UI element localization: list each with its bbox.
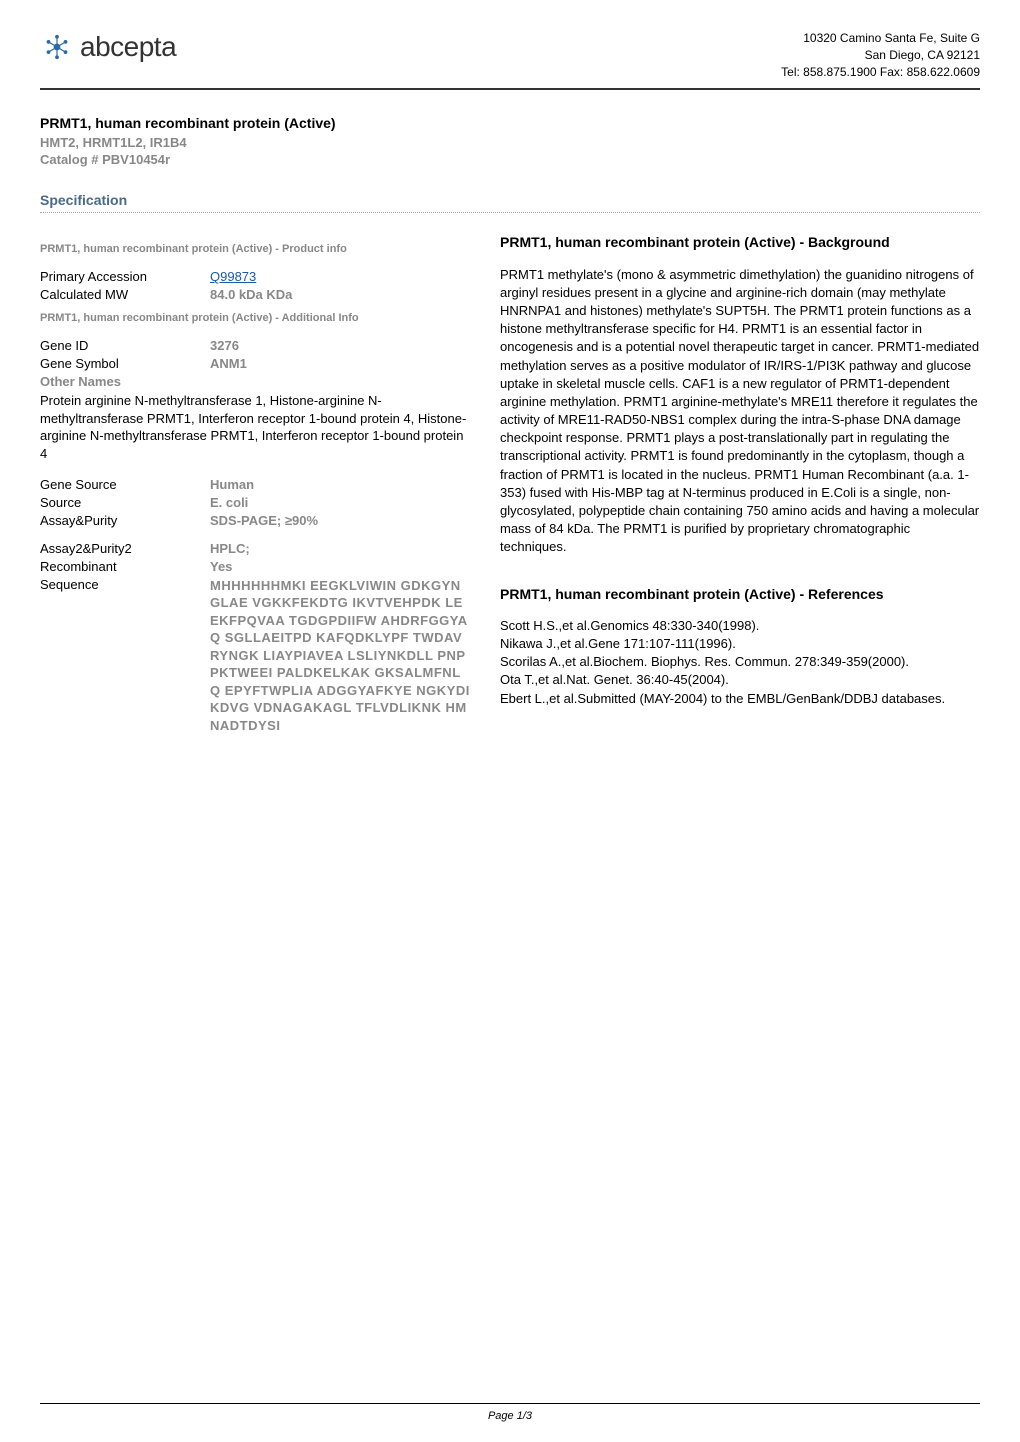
page-number: Page 1/3: [488, 1410, 532, 1422]
source-label: Source: [40, 495, 210, 510]
address-line-3: Tel: 858.875.1900 Fax: 858.622.0609: [781, 64, 980, 81]
primary-accession-link[interactable]: Q99873: [210, 269, 470, 284]
source-value: E. coli: [210, 495, 470, 510]
spacer: [40, 531, 470, 541]
calculated-mw-value: 84.0 kDa KDa: [210, 287, 470, 302]
primary-accession-row: Primary Accession Q99873: [40, 269, 470, 284]
left-column: PRMT1, human recombinant protein (Active…: [40, 233, 470, 737]
sequence-label: Sequence: [40, 577, 210, 592]
recombinant-row: Recombinant Yes: [40, 559, 470, 574]
address-line-2: San Diego, CA 92121: [781, 47, 980, 64]
assay2-purity2-label: Assay2&Purity2: [40, 541, 210, 556]
product-title: PRMT1, human recombinant protein (Active…: [40, 115, 980, 131]
background-text: PRMT1 methylate's (mono & asymmetric dim…: [500, 266, 980, 557]
gene-id-value: 3276: [210, 338, 470, 353]
sequence-row: Sequence MHHHHHHMKI EEGKLVIWIN GDKGYNGLA…: [40, 577, 470, 735]
gene-symbol-row: Gene Symbol ANM1: [40, 356, 470, 371]
catalog-number: Catalog # PBV10454r: [40, 152, 980, 167]
assay2-purity2-row: Assay2&Purity2 HPLC;: [40, 541, 470, 556]
address-line-1: 10320 Camino Santa Fe, Suite G: [781, 30, 980, 47]
header: abcepta 10320 Camino Santa Fe, Suite G S…: [40, 30, 980, 90]
assay-purity-value: SDS-PAGE; ≥90%: [210, 513, 470, 528]
primary-accession-label: Primary Accession: [40, 269, 210, 284]
sequence-value: MHHHHHHMKI EEGKLVIWIN GDKGYNGLAE VGKKFEK…: [210, 577, 470, 735]
assay-purity-label: Assay&Purity: [40, 513, 210, 528]
product-subtitle: HMT2, HRMT1L2, IR1B4: [40, 135, 980, 150]
references-heading: PRMT1, human recombinant protein (Active…: [500, 585, 980, 603]
footer: Page 1/3: [40, 1403, 980, 1422]
assay-purity-row: Assay&Purity SDS-PAGE; ≥90%: [40, 513, 470, 528]
recombinant-label: Recombinant: [40, 559, 210, 574]
right-column: PRMT1, human recombinant protein (Active…: [500, 233, 980, 737]
additional-info-heading: PRMT1, human recombinant protein (Active…: [40, 312, 470, 324]
background-heading: PRMT1, human recombinant protein (Active…: [500, 233, 980, 251]
other-names-row: Other Names: [40, 374, 470, 389]
content-columns: PRMT1, human recombinant protein (Active…: [40, 233, 980, 737]
logo-icon: [40, 30, 74, 64]
specification-heading: Specification: [40, 192, 980, 213]
assay2-purity2-value: HPLC;: [210, 541, 470, 556]
gene-symbol-label: Gene Symbol: [40, 356, 210, 371]
page: abcepta 10320 Camino Santa Fe, Suite G S…: [0, 0, 1020, 1442]
other-names-label: Other Names: [40, 374, 210, 389]
product-info-heading: PRMT1, human recombinant protein (Active…: [40, 243, 470, 255]
gene-symbol-value: ANM1: [210, 356, 470, 371]
references-text: Scott H.S.,et al.Genomics 48:330-340(199…: [500, 617, 980, 708]
gene-id-row: Gene ID 3276: [40, 338, 470, 353]
gene-source-row: Gene Source Human: [40, 477, 470, 492]
logo-text: abcepta: [80, 31, 176, 63]
gene-source-value: Human: [210, 477, 470, 492]
calculated-mw-row: Calculated MW 84.0 kDa KDa: [40, 287, 470, 302]
gene-id-label: Gene ID: [40, 338, 210, 353]
logo: abcepta: [40, 30, 176, 64]
gene-source-label: Gene Source: [40, 477, 210, 492]
other-names-text: Protein arginine N-methyltransferase 1, …: [40, 392, 470, 462]
source-row: Source E. coli: [40, 495, 470, 510]
calculated-mw-label: Calculated MW: [40, 287, 210, 302]
company-address: 10320 Camino Santa Fe, Suite G San Diego…: [781, 30, 980, 80]
recombinant-value: Yes: [210, 559, 470, 574]
